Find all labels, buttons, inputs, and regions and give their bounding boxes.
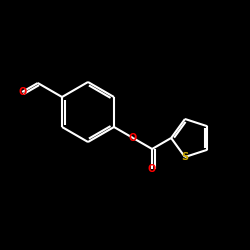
Text: S: S bbox=[182, 152, 188, 162]
Text: O: O bbox=[18, 87, 26, 97]
Text: O: O bbox=[129, 133, 137, 143]
Text: O: O bbox=[148, 164, 156, 174]
